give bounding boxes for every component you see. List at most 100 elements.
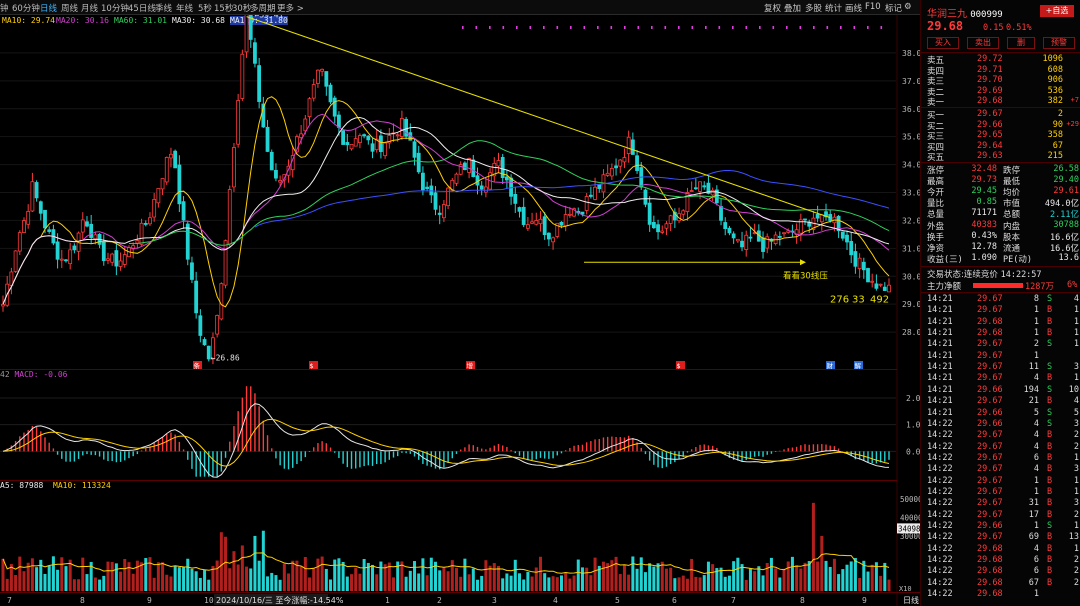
period-tab-0[interactable]: 钟 xyxy=(0,4,9,14)
period-tab-10[interactable]: 15秒 xyxy=(214,4,234,14)
volume-bar xyxy=(543,573,547,591)
price-axis-tick: 35.00 xyxy=(902,133,920,142)
volume-bar xyxy=(883,562,887,591)
trade-button-1[interactable]: 卖出 xyxy=(967,37,999,49)
candle-body xyxy=(513,193,518,204)
volume-bar xyxy=(345,576,349,591)
period-tab-1[interactable]: 60分钟 xyxy=(12,4,40,14)
tool-1[interactable]: 叠加 xyxy=(784,4,802,14)
stat-value: 40383 xyxy=(971,219,997,230)
candle-body xyxy=(395,134,400,137)
volume-bar xyxy=(295,560,299,591)
period-tab-5[interactable]: 10分钟 xyxy=(101,4,129,14)
volume-bar xyxy=(350,574,354,591)
price-axis-tick: 33.00 xyxy=(902,189,920,198)
ma120-line xyxy=(254,170,890,228)
period-tab-4[interactable]: 月线 xyxy=(81,4,99,14)
tick-cell: 1 xyxy=(1073,486,1079,497)
candle-body xyxy=(572,208,576,217)
candle-body xyxy=(55,241,60,260)
tool-2[interactable]: 多股 xyxy=(805,4,823,14)
candle-body xyxy=(362,134,367,137)
tick-cell: 67 xyxy=(1028,577,1039,588)
volume-bar xyxy=(56,569,60,591)
volume-bar xyxy=(156,562,160,591)
candle-body xyxy=(353,138,358,147)
signal-marker xyxy=(489,26,491,29)
descending-trendline xyxy=(246,16,831,219)
tick-cell: 2 xyxy=(1033,339,1039,350)
tool-4[interactable]: 画线 xyxy=(845,4,863,14)
candle-body xyxy=(425,186,430,189)
tick-cell: 4 xyxy=(1033,430,1039,441)
price-axis-tick: 30.00 xyxy=(902,272,920,281)
stat-key: 总额 xyxy=(1003,210,1021,221)
volume-bar xyxy=(820,535,824,591)
period-tab-9[interactable]: 5秒 xyxy=(198,4,212,14)
volume-bar xyxy=(438,570,442,591)
trade-button-2[interactable]: 删 xyxy=(1007,37,1035,49)
candle-body xyxy=(177,164,182,205)
candle-body xyxy=(286,165,291,176)
gear-icon[interactable]: ⚙ xyxy=(904,2,912,12)
candle-body xyxy=(437,212,442,215)
period-tab-7[interactable]: 季线 xyxy=(155,4,173,14)
tick-cell: 1 xyxy=(1073,452,1079,463)
tool-0[interactable]: 复权 xyxy=(764,4,782,14)
volume-bar xyxy=(648,563,652,591)
period-tab-6[interactable]: 45日线 xyxy=(128,4,156,14)
volume-bar xyxy=(51,556,55,591)
period-tab-12[interactable]: 多周期 xyxy=(250,4,276,14)
tick-row: 14:22 29.68 1 xyxy=(921,589,1080,600)
tick-cell: 14:21 xyxy=(927,316,953,327)
tick-cell: 194 xyxy=(1023,384,1039,395)
candle-body xyxy=(609,168,614,177)
tool-6[interactable]: 标记 xyxy=(885,4,903,14)
trade-button-3[interactable]: 预警 xyxy=(1043,37,1075,49)
volume-bar xyxy=(505,573,509,591)
book-price: 29.70 xyxy=(977,75,1003,86)
volume-bar xyxy=(421,558,425,591)
volume-bar xyxy=(114,563,118,591)
stat-value: 16.6亿 xyxy=(1050,243,1079,254)
tick-cell: B xyxy=(1047,543,1053,554)
candle-body xyxy=(660,230,665,233)
period-tab-13[interactable]: 更多 > xyxy=(277,4,304,14)
candle-body xyxy=(169,153,173,159)
candle-body xyxy=(588,194,593,197)
volume-bar xyxy=(442,567,446,591)
period-tab-8[interactable]: 年线 xyxy=(176,4,194,14)
chart-area[interactable]: 28.0029.0030.0031.0032.0033.0034.0035.00… xyxy=(0,15,920,606)
tick-cell: 14:21 xyxy=(927,294,953,304)
signal-marker xyxy=(502,26,505,29)
tick-list[interactable]: 14:21 29.67 8 S 4 14:21 29.67 1 B 1 14:21 29.68 1 B 1 1… xyxy=(921,294,1080,606)
tick-cell: B xyxy=(1047,566,1053,577)
volume-bar xyxy=(454,568,458,591)
candle-body xyxy=(131,245,136,250)
volume-bar xyxy=(434,561,438,591)
add-watchlist-button[interactable]: +自选 xyxy=(1040,5,1074,17)
candle-body xyxy=(798,219,803,234)
x-axis-label: 10 xyxy=(204,596,214,605)
tick-cell: 29.67 xyxy=(977,464,1003,475)
period-tab-11[interactable]: 30秒 xyxy=(232,4,252,14)
volume-bar xyxy=(694,576,698,591)
tick-cell: 6 xyxy=(1033,452,1039,463)
period-tab-3[interactable]: 周线 xyxy=(61,4,79,14)
tick-row: 14:22 29.67 4 B 3 xyxy=(921,464,1080,475)
candle-body xyxy=(122,254,127,265)
volume-bar xyxy=(509,575,513,591)
trade-button-0[interactable]: 买入 xyxy=(927,37,959,49)
scale-label: X10 xyxy=(899,585,912,593)
candle-body xyxy=(379,135,383,152)
period-tab-2[interactable]: 日线 xyxy=(40,4,58,14)
tool-5[interactable]: F10 xyxy=(865,2,881,12)
volume-axis-tick: 40000 xyxy=(900,514,920,523)
volume-bar xyxy=(706,561,710,591)
bids-row: 买一 29.67 2 xyxy=(921,109,1080,121)
tool-3[interactable]: 统计 xyxy=(825,4,843,14)
candle-body xyxy=(211,337,215,360)
bids-row: 买三 29.65 358 xyxy=(921,130,1080,142)
tick-cell: 4 xyxy=(1073,294,1079,304)
tick-cell: 14:22 xyxy=(927,532,953,543)
